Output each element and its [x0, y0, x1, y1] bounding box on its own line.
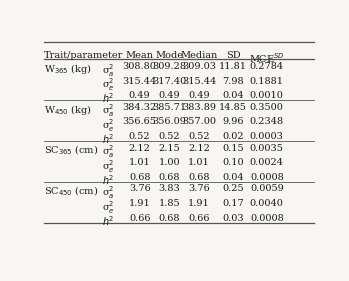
Text: 0.2348: 0.2348 — [250, 117, 284, 126]
Text: 0.10: 0.10 — [222, 158, 244, 167]
Text: 2.12: 2.12 — [129, 144, 150, 153]
Text: 14.85: 14.85 — [219, 103, 247, 112]
Text: 0.52: 0.52 — [129, 132, 150, 141]
Text: 308.80: 308.80 — [123, 62, 157, 71]
Text: 0.68: 0.68 — [188, 173, 210, 182]
Text: 317.40: 317.40 — [152, 76, 186, 85]
Text: Mode: Mode — [155, 51, 183, 60]
Text: 0.17: 0.17 — [222, 199, 244, 208]
Text: 11.81: 11.81 — [219, 62, 247, 71]
Text: MCE$^{SD}$: MCE$^{SD}$ — [249, 51, 285, 65]
Text: 0.49: 0.49 — [129, 91, 150, 100]
Text: 0.0024: 0.0024 — [250, 158, 284, 167]
Text: 1.85: 1.85 — [158, 199, 180, 208]
Text: 0.66: 0.66 — [129, 214, 150, 223]
Text: 0.0040: 0.0040 — [250, 199, 284, 208]
Text: 1.91: 1.91 — [188, 199, 210, 208]
Text: 356.65: 356.65 — [123, 117, 157, 126]
Text: 0.66: 0.66 — [188, 214, 210, 223]
Text: 384.32: 384.32 — [122, 103, 157, 112]
Text: 3.76: 3.76 — [188, 184, 210, 193]
Text: σ$_e^2$: σ$_e^2$ — [102, 199, 114, 216]
Text: 3.83: 3.83 — [158, 184, 180, 193]
Text: Trait/parameter: Trait/parameter — [44, 51, 123, 60]
Text: 0.49: 0.49 — [188, 91, 210, 100]
Text: 385.71: 385.71 — [152, 103, 186, 112]
Text: σ$_a^2$: σ$_a^2$ — [102, 184, 114, 201]
Text: SC$_{450}$ (cm): SC$_{450}$ (cm) — [44, 184, 98, 198]
Text: 0.52: 0.52 — [158, 132, 180, 141]
Text: σ$_a^2$: σ$_a^2$ — [102, 144, 114, 160]
Text: 0.1881: 0.1881 — [250, 76, 284, 85]
Text: σ$_a^2$: σ$_a^2$ — [102, 62, 114, 79]
Text: 315.44: 315.44 — [122, 76, 157, 85]
Text: 0.3500: 0.3500 — [250, 103, 284, 112]
Text: SC$_{365}$ (cm): SC$_{365}$ (cm) — [44, 144, 98, 157]
Text: $h^2$: $h^2$ — [102, 91, 114, 105]
Text: 357.00: 357.00 — [182, 117, 216, 126]
Text: W$_{450}$ (kg): W$_{450}$ (kg) — [44, 103, 91, 117]
Text: 1.01: 1.01 — [129, 158, 150, 167]
Text: 2.15: 2.15 — [158, 144, 180, 153]
Text: 0.0010: 0.0010 — [250, 91, 284, 100]
Text: σ$_e^2$: σ$_e^2$ — [102, 117, 114, 134]
Text: 2.12: 2.12 — [188, 144, 210, 153]
Text: 0.04: 0.04 — [222, 91, 244, 100]
Text: 0.49: 0.49 — [158, 91, 180, 100]
Text: σ$_e^2$: σ$_e^2$ — [102, 158, 114, 175]
Text: 0.68: 0.68 — [159, 173, 180, 182]
Text: 0.04: 0.04 — [222, 173, 244, 182]
Text: 0.68: 0.68 — [159, 214, 180, 223]
Text: $h^2$: $h^2$ — [102, 214, 114, 228]
Text: 315.44: 315.44 — [182, 76, 216, 85]
Text: 0.0008: 0.0008 — [250, 173, 284, 182]
Text: 1.00: 1.00 — [158, 158, 180, 167]
Text: 0.02: 0.02 — [222, 132, 244, 141]
Text: 0.0003: 0.0003 — [250, 132, 284, 141]
Text: 0.25: 0.25 — [222, 184, 244, 193]
Text: 0.0008: 0.0008 — [250, 214, 284, 223]
Text: 0.03: 0.03 — [222, 214, 244, 223]
Text: 1.91: 1.91 — [129, 199, 150, 208]
Text: 0.68: 0.68 — [129, 173, 150, 182]
Text: σ$_e^2$: σ$_e^2$ — [102, 76, 114, 93]
Text: Median: Median — [180, 51, 218, 60]
Text: 3.76: 3.76 — [129, 184, 150, 193]
Text: 0.15: 0.15 — [222, 144, 244, 153]
Text: W$_{365}$ (kg): W$_{365}$ (kg) — [44, 62, 91, 76]
Text: 7.98: 7.98 — [222, 76, 244, 85]
Text: 356.09: 356.09 — [153, 117, 186, 126]
Text: 9.96: 9.96 — [222, 117, 244, 126]
Text: Mean: Mean — [126, 51, 154, 60]
Text: 0.52: 0.52 — [188, 132, 210, 141]
Text: 0.0035: 0.0035 — [250, 144, 284, 153]
Text: σ$_a^2$: σ$_a^2$ — [102, 103, 114, 119]
Text: 1.01: 1.01 — [188, 158, 210, 167]
Text: 0.0059: 0.0059 — [250, 184, 284, 193]
Text: 309.28: 309.28 — [153, 62, 186, 71]
Text: 309.03: 309.03 — [182, 62, 216, 71]
Text: 0.2784: 0.2784 — [250, 62, 284, 71]
Text: $h^2$: $h^2$ — [102, 132, 114, 146]
Text: SD: SD — [226, 51, 240, 60]
Text: 383.89: 383.89 — [182, 103, 216, 112]
Text: $h^2$: $h^2$ — [102, 173, 114, 187]
